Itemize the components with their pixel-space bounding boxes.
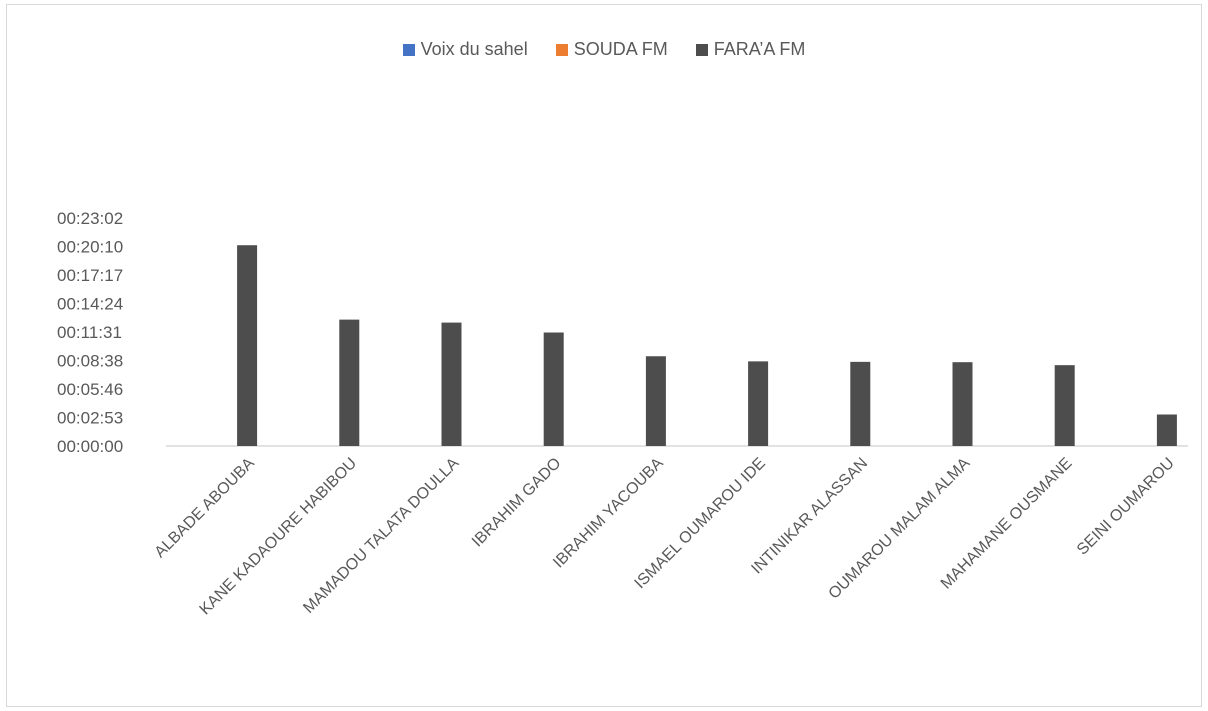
y-tick-label: 00:17:17 — [57, 266, 123, 285]
bar-seini-oumarou — [1156, 414, 1177, 446]
x-category-label: ALBADE ABOUBA — [152, 455, 259, 562]
y-tick-label: 00:05:46 — [57, 380, 123, 399]
legend-swatch-voix-du-sahel — [402, 43, 415, 56]
legend-swatch-faraa-fm — [695, 43, 708, 56]
x-category-label: IBRAHIM GADO — [469, 455, 565, 551]
chart-legend: Voix du sahel SOUDA FM FARA’A FM — [7, 39, 1201, 60]
bar-intinikar-alassan — [850, 361, 871, 446]
y-tick-label: 00:02:53 — [57, 408, 123, 427]
bar-kane-kadaoure-habibou — [339, 319, 360, 446]
y-tick-label: 00:23:02 — [57, 209, 123, 228]
x-category-label: IBRAHIM YACOUBA — [550, 455, 667, 572]
bar-ismael-oumarou-ide — [748, 361, 769, 446]
bar-mahamane-ousmane — [1054, 365, 1075, 446]
y-tick-label: 00:08:38 — [57, 352, 123, 371]
legend-swatch-souda-fm — [555, 43, 568, 56]
legend-item-voix-du-sahel: Voix du sahel — [402, 39, 528, 60]
bar-mamadou-talata-doulla — [441, 322, 462, 446]
legend-label-souda-fm: SOUDA FM — [573, 39, 668, 59]
bar-oumarou-malam-alma — [952, 362, 973, 446]
legend-label-faraa-fm: FARA’A FM — [713, 39, 806, 59]
legend-label-voix-du-sahel: Voix du sahel — [420, 39, 528, 59]
x-category-label: SEINI OUMAROU — [1074, 455, 1178, 559]
y-tick-label: 00:20:10 — [57, 237, 123, 256]
y-tick-label: 00:00:00 — [57, 437, 123, 456]
bar-ibrahim-gado — [543, 332, 564, 446]
chart-frame: Voix du sahel SOUDA FM FARA’A FM — [6, 4, 1202, 707]
y-tick-label: 00:14:24 — [57, 294, 123, 313]
x-category-label: INTINIKAR ALASSAN — [748, 455, 871, 578]
legend-item-souda-fm: SOUDA FM — [555, 39, 668, 60]
bar-albade-abouba — [237, 245, 258, 446]
y-tick-label: 00:11:31 — [57, 323, 122, 342]
bar-ibrahim-yacouba — [645, 356, 666, 446]
legend-item-faraa-fm: FARA’A FM — [695, 39, 806, 60]
